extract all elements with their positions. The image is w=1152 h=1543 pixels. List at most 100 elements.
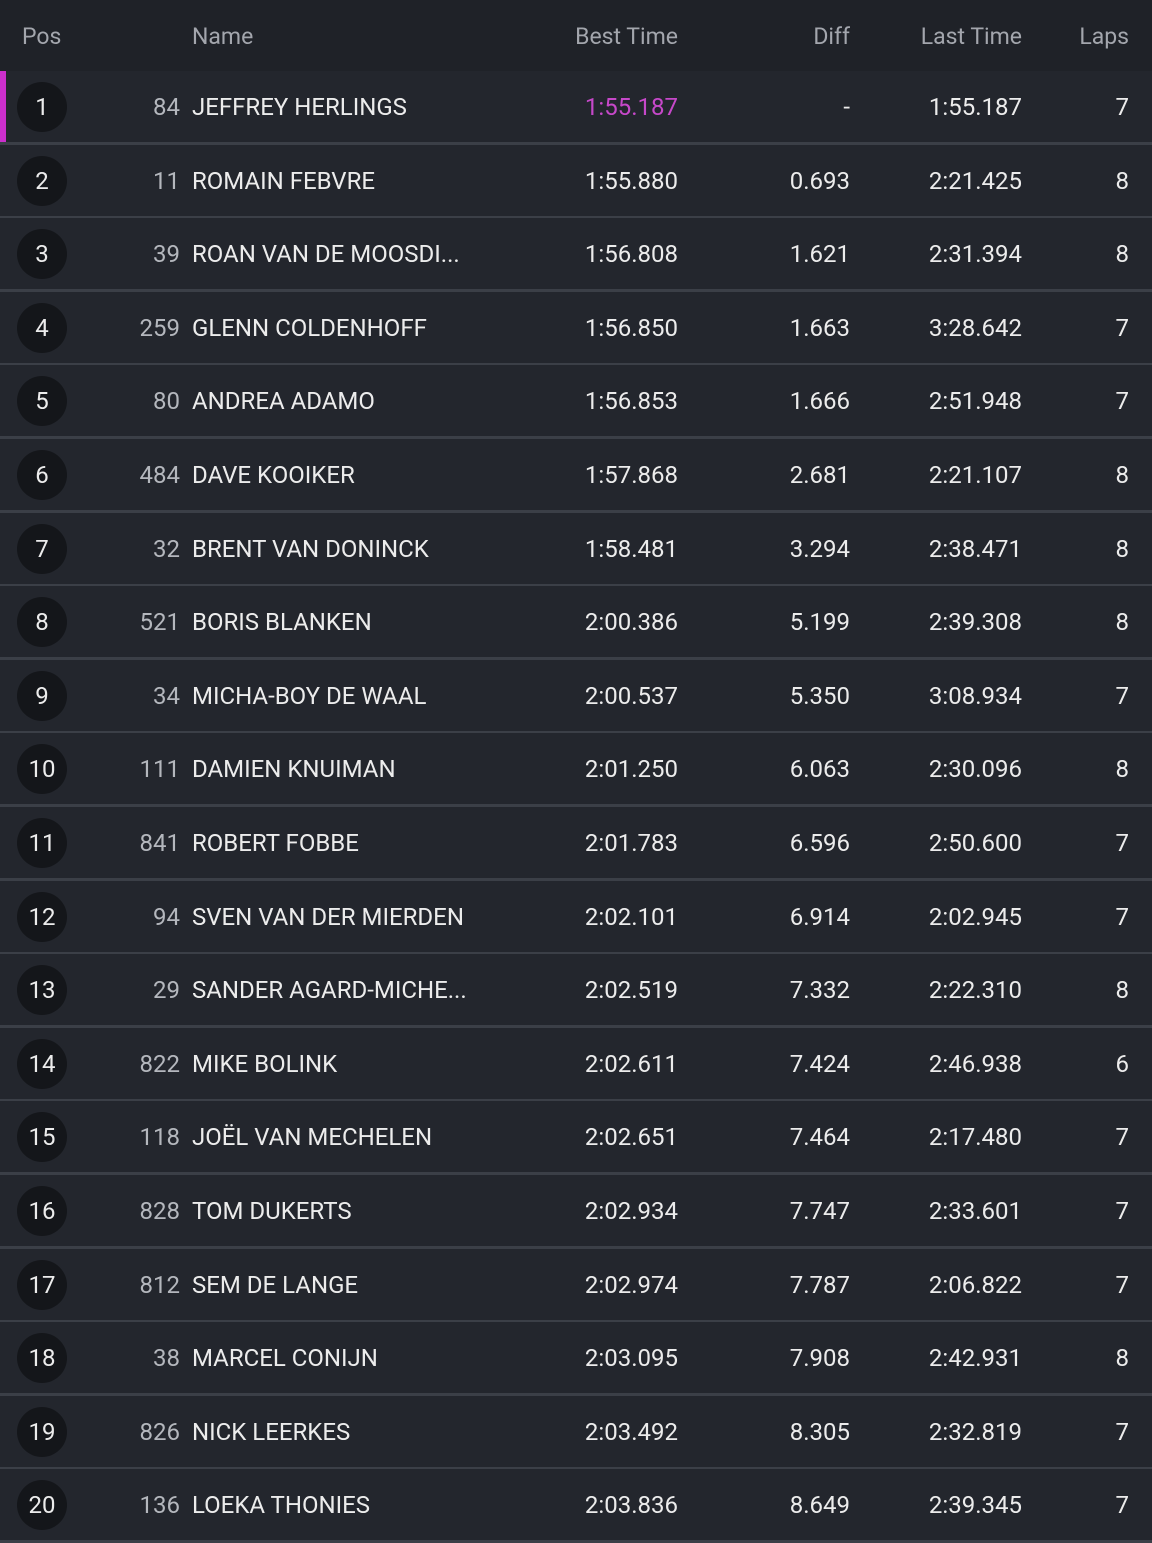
best-time: 2:02.651: [584, 1123, 678, 1152]
table-row[interactable]: 19 826 NICK LEERKES 2:03.492 8.305 2:32.819 7: [0, 1395, 1152, 1470]
diff: 5.199: [789, 608, 850, 637]
best-time: 2:01.783: [584, 829, 678, 857]
header-laps[interactable]: Laps: [1079, 23, 1129, 50]
table-row[interactable]: 10 111 DAMIEN KNUIMAN 2:01.250 6.063 2:30.096…: [0, 733, 1152, 808]
rider-number: 39: [153, 240, 180, 269]
position: 14: [17, 1038, 67, 1089]
rider-name: ANDREA ADAMO: [192, 387, 375, 416]
rider-name: BRENT VAN DONINCK: [192, 534, 429, 563]
rider-number: 826: [139, 1417, 180, 1446]
position: 1: [17, 82, 67, 132]
last-time: 2:30.096: [928, 755, 1022, 784]
table-row[interactable]: 20 136 LOEKA THONIES 2:03.836 8.649 2:39.345 7: [0, 1469, 1152, 1543]
table-row[interactable]: 1 84 JEFFREY HERLINGS 1:55.187 - 1:55.187 7: [0, 71, 1152, 145]
position: 18: [17, 1333, 67, 1384]
diff: 7.787: [789, 1270, 850, 1299]
laps: 7: [1115, 313, 1130, 342]
table-row[interactable]: 8 521 BORIS BLANKEN 2:00.386 5.199 2:39.308 8: [0, 586, 1152, 661]
laps: 7: [1115, 1197, 1130, 1225]
table-row[interactable]: 4 259 GLENN COLDENHOFF 1:56.850 1.663 3:28.64…: [0, 291, 1152, 366]
diff: -: [843, 93, 850, 121]
last-time: 2:33.601: [928, 1197, 1022, 1225]
position: 4: [17, 302, 67, 353]
best-time: 1:56.808: [584, 240, 678, 269]
best-time: 2:03.095: [584, 1344, 678, 1373]
table-row[interactable]: 14 822 MIKE BOLINK 2:02.611 7.424 2:46.938 6: [0, 1027, 1152, 1102]
diff: 7.908: [789, 1344, 850, 1373]
last-time: 3:28.642: [928, 313, 1022, 342]
header-diff[interactable]: Diff: [813, 23, 850, 50]
rider-name: SANDER AGARD-MICHE...: [192, 976, 467, 1005]
rider-number: 29: [153, 976, 180, 1005]
header-name[interactable]: Name: [192, 23, 254, 50]
rider-name: SVEN VAN DER MIERDEN: [192, 902, 464, 931]
rider-name: MICHA-BOY DE WAAL: [192, 681, 427, 710]
table-row[interactable]: 17 812 SEM DE LANGE 2:02.974 7.787 2:06.822 7: [0, 1248, 1152, 1323]
position: 19: [17, 1406, 67, 1457]
table-row[interactable]: 2 11 ROMAIN FEBVRE 1:55.880 0.693 2:21.425 8: [0, 144, 1152, 219]
table-row[interactable]: 11 841 ROBERT FOBBE 2:01.783 6.596 2:50.600 7: [0, 807, 1152, 881]
header-pos[interactable]: Pos: [22, 23, 62, 50]
position: 20: [17, 1480, 67, 1531]
position: 7: [17, 523, 67, 574]
position: 9: [17, 670, 67, 721]
diff: 1.663: [789, 313, 850, 342]
position: 3: [17, 229, 67, 280]
table-row[interactable]: 15 118 JOËL VAN MECHELEN 2:02.651 7.464 2:17.…: [0, 1101, 1152, 1176]
laps: 7: [1115, 93, 1130, 121]
rider-name: TOM DUKERTS: [192, 1197, 352, 1225]
table-row[interactable]: 13 29 SANDER AGARD-MICHE... 2:02.519 7.332 2:…: [0, 954, 1152, 1029]
rider-name: BORIS BLANKEN: [192, 608, 372, 637]
table-row[interactable]: 18 38 MARCEL CONIJN 2:03.095 7.908 2:42.931 8: [0, 1322, 1152, 1397]
last-time: 2:31.394: [928, 240, 1022, 269]
rider-name: GLENN COLDENHOFF: [192, 313, 427, 342]
last-time: 2:06.822: [928, 1270, 1022, 1299]
position: 6: [17, 450, 67, 500]
rider-name: ROAN VAN DE MOOSDI...: [192, 240, 460, 269]
rider-name: JOËL VAN MECHELEN: [192, 1123, 433, 1152]
best-time: 1:55.880: [584, 166, 678, 195]
table-row[interactable]: 16 828 TOM DUKERTS 2:02.934 7.747 2:33.601 7: [0, 1175, 1152, 1249]
laps: 8: [1115, 608, 1130, 637]
last-time: 3:08.934: [928, 681, 1022, 710]
best-time: 1:56.853: [584, 387, 678, 416]
table-row[interactable]: 7 32 BRENT VAN DONINCK 1:58.481 3.294 2:38.47…: [0, 512, 1152, 587]
position: 10: [17, 744, 67, 795]
best-time: 2:01.250: [584, 755, 678, 784]
laps: 7: [1115, 1123, 1130, 1152]
table-row[interactable]: 3 39 ROAN VAN DE MOOSDI... 1:56.808 1.621 2:3…: [0, 218, 1152, 293]
rider-number: 111: [139, 755, 180, 784]
position: 11: [17, 818, 67, 868]
laps: 8: [1115, 755, 1130, 784]
table-row[interactable]: 5 80 ANDREA ADAMO 1:56.853 1.666 2:51.948 7: [0, 365, 1152, 440]
last-time: 1:55.187: [928, 93, 1022, 121]
laps: 8: [1115, 1344, 1130, 1373]
rider-name: ROBERT FOBBE: [192, 829, 359, 857]
rider-number: 841: [139, 829, 180, 857]
rider-number: 32: [153, 534, 180, 563]
last-time: 2:39.308: [928, 608, 1022, 637]
table-row[interactable]: 6 484 DAVE KOOIKER 1:57.868 2.681 2:21.107 8: [0, 439, 1152, 513]
last-time: 2:46.938: [928, 1049, 1022, 1078]
diff: 5.350: [789, 681, 850, 710]
leader-indicator: [0, 71, 6, 142]
header-best-time[interactable]: Best Time: [575, 23, 678, 50]
best-time: 2:02.519: [584, 976, 678, 1005]
table-row[interactable]: 12 94 SVEN VAN DER MIERDEN 2:02.101 6.914 2:0…: [0, 880, 1152, 955]
last-time: 2:17.480: [928, 1123, 1022, 1152]
last-time: 2:38.471: [928, 534, 1022, 563]
last-time: 2:22.310: [928, 976, 1022, 1005]
diff: 8.649: [789, 1491, 850, 1520]
table-row[interactable]: 9 34 MICHA-BOY DE WAAL 2:00.537 5.350 3:08.93…: [0, 659, 1152, 734]
header-last-time[interactable]: Last Time: [920, 23, 1022, 50]
laps: 7: [1115, 1270, 1130, 1299]
diff: 2.681: [789, 461, 850, 489]
laps: 7: [1115, 387, 1130, 416]
laps: 8: [1115, 534, 1130, 563]
last-time: 2:51.948: [928, 387, 1022, 416]
rider-number: 521: [139, 608, 180, 637]
rider-number: 822: [139, 1049, 180, 1078]
table-header: Pos Name Best Time Diff Last Time Laps: [0, 0, 1152, 73]
rider-name: MARCEL CONIJN: [192, 1344, 378, 1373]
laps: 8: [1115, 240, 1130, 269]
